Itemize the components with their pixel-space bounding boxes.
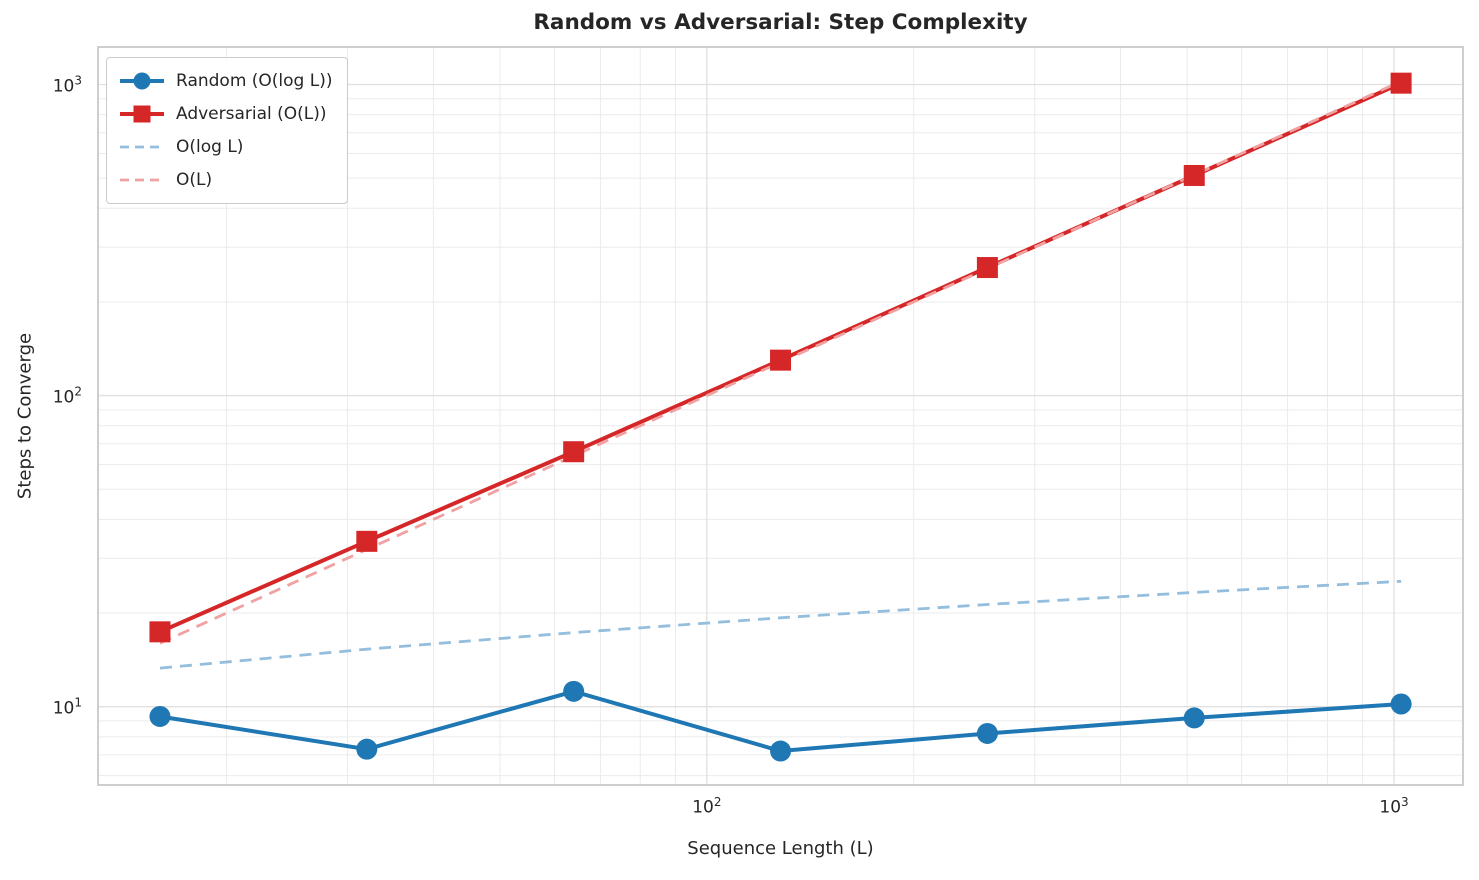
legend-square-marker-icon (120, 105, 164, 123)
data-point-circle (149, 705, 171, 727)
data-point-circle (1390, 693, 1412, 715)
data-point-square (1183, 164, 1205, 186)
y-tick-label-1: 101 (52, 695, 82, 718)
series-markers-random-o-log-l- (149, 680, 1412, 762)
legend-circle-marker-icon (120, 72, 164, 90)
data-point-square (149, 621, 171, 643)
legend: Random (O(log L)) Adversarial (O(L)) O(log… (106, 57, 348, 204)
legend-item-1: Adversarial (O(L)) (118, 100, 333, 128)
data-point-circle (1183, 707, 1205, 729)
y-tick-label-3: 103 (52, 73, 82, 96)
reference-line-o-log-l- (159, 579, 1402, 670)
data-point-square (563, 441, 585, 463)
series-markers-adversarial-o-l- (149, 72, 1412, 643)
grid-minor (98, 47, 1463, 785)
data-point-circle (356, 738, 378, 760)
legend-dashed-line-icon (120, 178, 164, 182)
plot-frame (97, 46, 1464, 786)
y-tick-label-2: 102 (52, 384, 82, 407)
data-point-square (770, 349, 792, 371)
data-point-square (976, 257, 998, 279)
legend-label: O(L) (176, 170, 213, 190)
chart-title: Random vs Adversarial: Step Complexity (533, 10, 1028, 35)
data-point-circle (770, 740, 792, 762)
legend-item-0: Random (O(log L)) (118, 67, 333, 95)
x-tick-label-2: 102 (692, 795, 722, 818)
data-point-circle (976, 722, 998, 744)
x-axis-label: Sequence Length (L) (687, 838, 874, 859)
legend-label: O(log L) (176, 137, 244, 157)
legend-dashed-line-icon (120, 145, 164, 149)
data-point-circle (563, 680, 585, 702)
legend-label: Adversarial (O(L)) (176, 104, 327, 124)
data-point-square (356, 530, 378, 552)
x-tick-label-3: 103 (1379, 795, 1409, 818)
legend-label: Random (O(log L)) (176, 71, 333, 91)
legend-item-2: O(log L) (118, 133, 333, 161)
legend-item-3: O(L) (118, 166, 333, 194)
data-point-square (1390, 72, 1412, 94)
